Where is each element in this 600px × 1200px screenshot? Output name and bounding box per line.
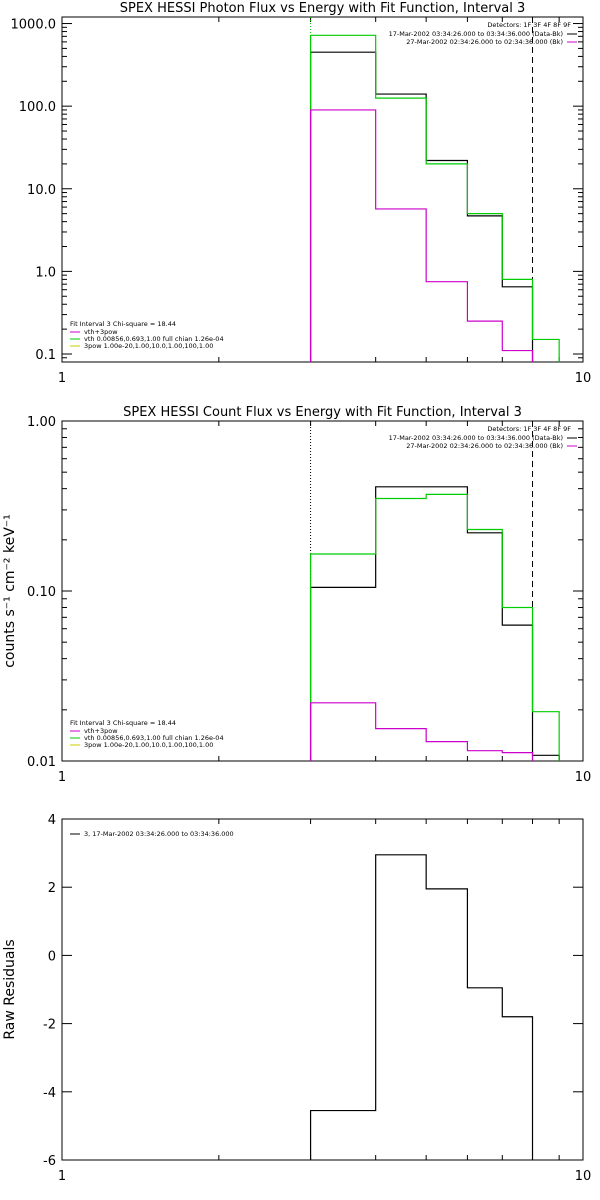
plot-frame xyxy=(61,420,584,762)
histogram-series xyxy=(309,109,534,362)
detectors-entry: 17-Mar-2002 03:34:26.000 to 03:34:36.000… xyxy=(389,30,563,38)
legend-entry: vth+3pow xyxy=(84,727,118,735)
y-tick-label: 10.0 xyxy=(27,183,56,198)
legend-header: Fit Interval 3 Chi-square = 18.44 xyxy=(70,320,176,328)
x-tick-label: 10 xyxy=(575,770,592,785)
legend-entry: 3pow 1.00e-20,1.00,10.0,1.00,100,1.00 xyxy=(84,741,213,749)
detectors-label: Detectors: 1F 3F 4F 8F 9F xyxy=(487,21,571,29)
y-tick-label: 0.10 xyxy=(27,585,56,600)
histogram-series xyxy=(309,486,560,761)
legend-entry: vth 0.00856,0.693,1.00 full chian 1.26e-… xyxy=(84,335,224,343)
legend-entry: 3pow 1.00e-20,1.00,10.0,1.00,100,1.00 xyxy=(84,342,213,350)
detectors-label: Detectors: 1F 3F 4F 8F 9F xyxy=(487,425,571,433)
x-tick-label: 1 xyxy=(58,371,66,386)
plot-frame xyxy=(61,16,584,363)
x-tick-label: 10 xyxy=(575,371,592,386)
legend-entry: vth+3pow xyxy=(84,328,118,336)
y-tick-label: 1.0 xyxy=(35,265,56,280)
histogram-series xyxy=(309,34,560,362)
y-tick-label: -2 xyxy=(43,1018,56,1033)
photon-flux-panel: SPEX HESSI Photon Flux vs Energy with Fi… xyxy=(11,1,592,386)
y-tick-label: 2 xyxy=(48,881,56,896)
x-tick-label: 1 xyxy=(58,1169,66,1184)
legend-header: Fit Interval 3 Chi-square = 18.44 xyxy=(70,719,176,727)
y-axis-label: counts s⁻¹ cm⁻² keV⁻¹ xyxy=(2,514,18,668)
count-flux-panel: SPEX HESSI Count Flux vs Energy with Fit… xyxy=(2,405,591,785)
y-tick-label: 100.0 xyxy=(19,100,56,115)
chart-title: SPEX HESSI Photon Flux vs Energy with Fi… xyxy=(120,1,526,16)
y-tick-label: 0.01 xyxy=(27,755,56,770)
histogram-series xyxy=(309,702,534,761)
detectors-entry: 27-Mar-2002 02:34:26.000 to 02:34:36.000… xyxy=(406,442,563,450)
histogram-series xyxy=(309,493,560,761)
histogram-series xyxy=(309,854,534,1160)
legend-entry: 3, 17-Mar-2002 03:34:26.000 to 03:34:36.… xyxy=(84,830,234,838)
x-tick-label: 10 xyxy=(575,1169,592,1184)
legend-entry: vth 0.00856,0.693,1.00 full chian 1.26e-… xyxy=(84,734,224,742)
residuals-panel: Raw Residuals 1 10 -6 -4 -2 0 2 4 3, 17-Mar-2002 … xyxy=(2,813,591,1184)
y-tick-label: -6 xyxy=(43,1154,56,1169)
y-tick-label: 0.1 xyxy=(35,348,56,363)
chart-title: SPEX HESSI Count Flux vs Energy with Fit… xyxy=(123,405,522,420)
y-tick-label: 1.00 xyxy=(27,415,56,430)
y-tick-label: 0 xyxy=(48,949,56,964)
y-tick-label: 4 xyxy=(48,813,56,828)
detectors-entry: 27-Mar-2002 02:34:26.000 to 02:34:36.000… xyxy=(406,38,563,46)
y-axis-label: Raw Residuals xyxy=(2,939,18,1039)
histogram-series xyxy=(309,51,534,362)
y-tick-label: -4 xyxy=(43,1086,56,1101)
y-tick-label: 1000.0 xyxy=(11,18,57,33)
plot-frame xyxy=(61,818,584,1161)
detectors-entry: 17-Mar-2002 03:34:26.000 to 03:34:36.000… xyxy=(389,434,563,442)
x-tick-label: 1 xyxy=(58,770,66,785)
